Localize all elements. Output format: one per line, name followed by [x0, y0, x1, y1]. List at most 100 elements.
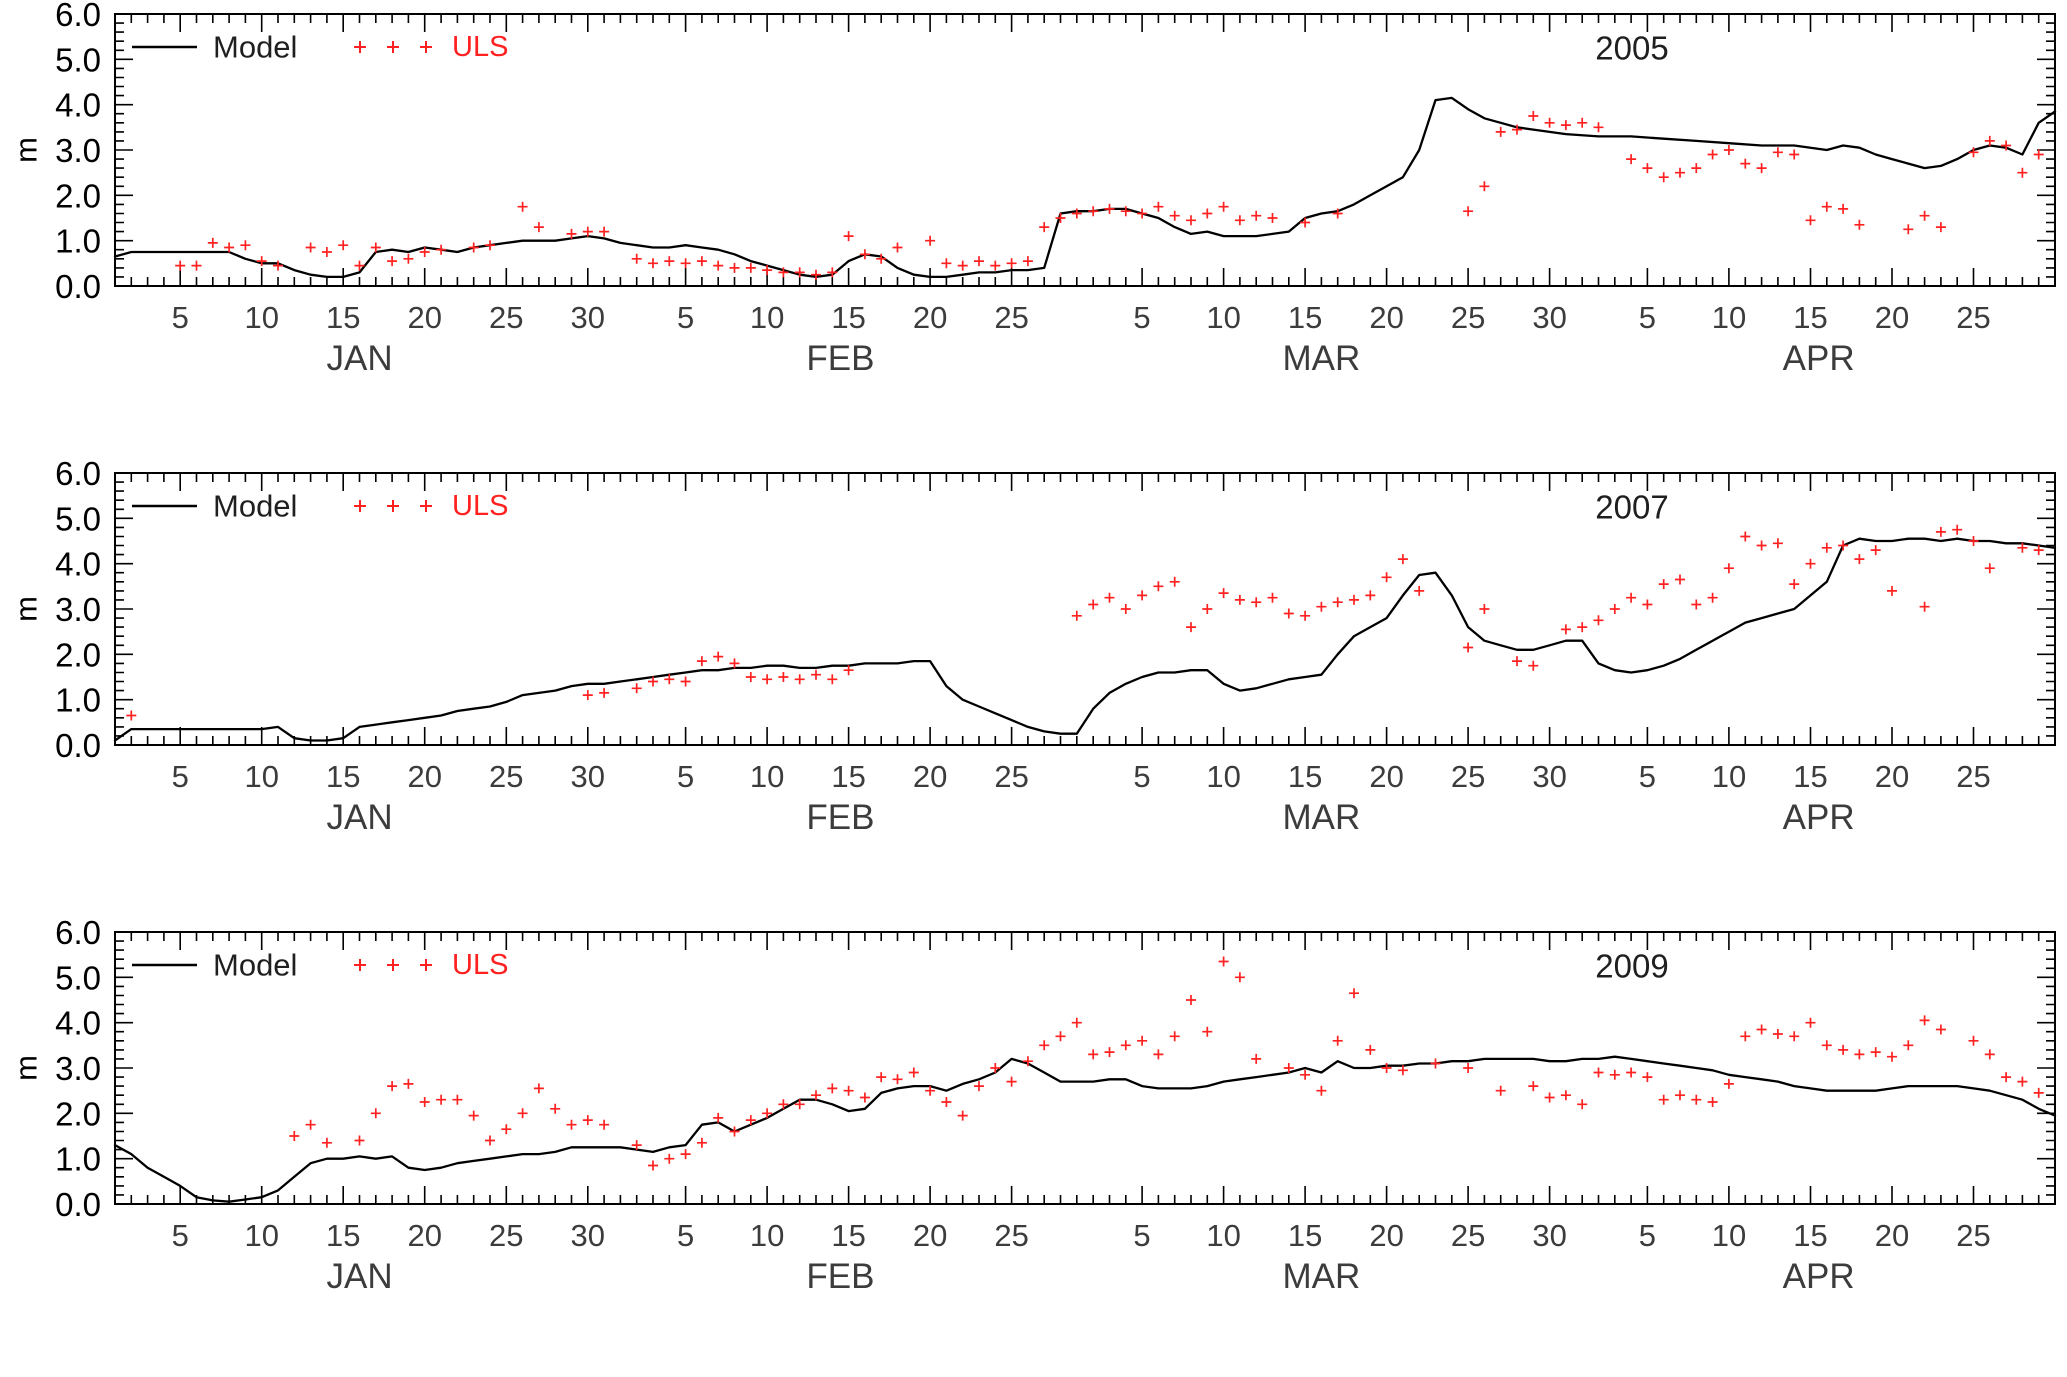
- x-tick-label: 20: [1369, 759, 1403, 794]
- y-tick-label: 0.0: [55, 727, 101, 764]
- y-tick-label: 5.0: [55, 500, 101, 537]
- y-tick-label: 1.0: [55, 682, 101, 719]
- x-tick-label: 15: [1793, 759, 1827, 794]
- x-tick-label: 15: [1288, 300, 1322, 335]
- x-axis-labels: 5 10 15 20 25 30 5 10 15 20 25 5 10 15 20 25 30 5 10 15 20 25: [172, 300, 1991, 335]
- x-tick-label: 30: [571, 759, 605, 794]
- y-tick-label: 4.0: [55, 87, 101, 124]
- y-tick-label: 6.0: [55, 918, 101, 951]
- legend: Model ULS: [132, 948, 508, 983]
- x-tick-label: 30: [571, 1218, 605, 1253]
- x-tick-label: 25: [1956, 759, 1990, 794]
- y-tick-label: 6.0: [55, 0, 101, 33]
- plot-frame: [114, 13, 2056, 287]
- x-tick-label: 10: [1712, 300, 1746, 335]
- x-tick-label: 25: [994, 759, 1028, 794]
- y-axis-title: m: [9, 137, 44, 163]
- month-label: FEB: [806, 798, 874, 837]
- x-tick-label: 25: [1956, 1218, 1990, 1253]
- x-tick-label: 15: [326, 300, 360, 335]
- x-tick-label: 15: [1793, 300, 1827, 335]
- x-tick-label: 30: [1532, 759, 1566, 794]
- x-tick-label: 25: [489, 759, 523, 794]
- x-tick-label: 5: [1133, 759, 1150, 794]
- x-tick-label: 5: [677, 300, 694, 335]
- y-tick-label: 4.0: [55, 546, 101, 583]
- x-tick-label: 5: [1639, 1218, 1656, 1253]
- axis-ticks: [114, 931, 2056, 1205]
- y-tick-label: 3.0: [55, 1050, 101, 1087]
- x-axis-labels: 5 10 15 20 25 30 5 10 15 20 25 5 10 15 20 25 30 5 10 15 20 25: [172, 1218, 1991, 1253]
- chart-2005: 0.0 1.0 2.0 3.0 4.0 5.0 6.0 m 5 10 15 20 25 30 5 10 15 20…: [9, 0, 2057, 378]
- x-tick-label: 15: [1288, 1218, 1322, 1253]
- x-tick-label: 20: [1369, 300, 1403, 335]
- x-tick-label: 20: [408, 1218, 442, 1253]
- x-tick-label: 10: [1712, 1218, 1746, 1253]
- chart-2009: 0.0 1.0 2.0 3.0 4.0 5.0 6.0 m 5 10 15 20 25 30 5 10 15 20…: [9, 918, 2057, 1296]
- year-label: 2009: [1595, 948, 1668, 985]
- y-axis-labels: 0.0 1.0 2.0 3.0 4.0 5.0 6.0: [55, 918, 101, 1223]
- x-tick-label: 10: [750, 300, 784, 335]
- month-label: FEB: [806, 339, 874, 378]
- legend-uls-label: ULS: [452, 31, 508, 63]
- x-tick-label: 5: [1639, 759, 1656, 794]
- x-tick-label: 30: [1532, 1218, 1566, 1253]
- y-tick-label: 6.0: [55, 459, 101, 492]
- x-tick-label: 5: [172, 1218, 189, 1253]
- x-tick-label: 5: [677, 1218, 694, 1253]
- plot-frame: [114, 931, 2056, 1205]
- x-tick-label: 5: [172, 300, 189, 335]
- axis-ticks: [114, 13, 2056, 287]
- y-tick-label: 5.0: [55, 41, 101, 78]
- x-tick-label: 15: [326, 759, 360, 794]
- uls-markers: [289, 956, 2044, 1171]
- month-label: APR: [1783, 798, 1855, 837]
- legend: Model ULS: [132, 30, 508, 65]
- x-tick-label: 20: [1875, 759, 1909, 794]
- year-label: 2007: [1595, 489, 1668, 526]
- y-axis-title: m: [9, 1055, 44, 1081]
- year-label: 2005: [1595, 30, 1668, 67]
- x-tick-label: 20: [408, 759, 442, 794]
- x-axis-labels: 5 10 15 20 25 30 5 10 15 20 25 5 10 15 20 25 30 5 10 15 20 25: [172, 759, 1991, 794]
- x-tick-label: 15: [831, 1218, 865, 1253]
- x-tick-label: 10: [750, 1218, 784, 1253]
- legend-uls-label: ULS: [452, 949, 508, 981]
- y-tick-label: 2.0: [55, 177, 101, 214]
- y-tick-label: 5.0: [55, 959, 101, 996]
- x-tick-label: 15: [1288, 759, 1322, 794]
- x-tick-label: 20: [913, 300, 947, 335]
- y-tick-label: 0.0: [55, 268, 101, 305]
- month-labels: JAN FEB MAR APR: [326, 339, 1854, 378]
- x-tick-label: 25: [1956, 300, 1990, 335]
- x-tick-label: 5: [1133, 300, 1150, 335]
- legend-uls-markers: [354, 500, 432, 512]
- legend-model-label: Model: [213, 489, 297, 524]
- x-tick-label: 20: [408, 300, 442, 335]
- x-tick-label: 20: [913, 759, 947, 794]
- panel-2005: 0.0 1.0 2.0 3.0 4.0 5.0 6.0 m 5 10 15 20 25 30 5 10 15 20…: [0, 0, 2067, 459]
- x-tick-label: 15: [1793, 1218, 1827, 1253]
- x-tick-label: 25: [1451, 759, 1485, 794]
- x-tick-label: 25: [489, 300, 523, 335]
- x-tick-label: 5: [1133, 1218, 1150, 1253]
- month-label: MAR: [1282, 339, 1360, 378]
- y-axis-labels: 0.0 1.0 2.0 3.0 4.0 5.0 6.0: [55, 0, 101, 305]
- x-tick-label: 10: [1206, 300, 1240, 335]
- month-label: JAN: [326, 1257, 392, 1296]
- x-tick-label: 5: [677, 759, 694, 794]
- x-tick-label: 10: [1206, 1218, 1240, 1253]
- x-tick-label: 20: [1875, 1218, 1909, 1253]
- x-tick-label: 10: [1712, 759, 1746, 794]
- x-tick-label: 10: [750, 759, 784, 794]
- x-tick-label: 5: [1639, 300, 1656, 335]
- axis-ticks: [114, 472, 2056, 746]
- x-tick-label: 25: [994, 1218, 1028, 1253]
- x-tick-label: 25: [994, 300, 1028, 335]
- uls-markers: [175, 111, 2044, 280]
- x-tick-label: 30: [571, 300, 605, 335]
- month-label: MAR: [1282, 1257, 1360, 1296]
- month-label: MAR: [1282, 798, 1360, 837]
- x-tick-label: 15: [326, 1218, 360, 1253]
